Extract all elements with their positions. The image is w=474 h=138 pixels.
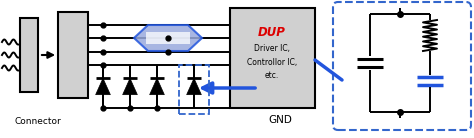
- FancyBboxPatch shape: [20, 18, 38, 92]
- FancyBboxPatch shape: [58, 12, 88, 98]
- Polygon shape: [123, 78, 137, 95]
- FancyBboxPatch shape: [146, 32, 190, 44]
- Text: DUP: DUP: [258, 26, 286, 39]
- Text: GND: GND: [268, 115, 292, 125]
- Text: Driver IC,
Controllor IC,
etc.: Driver IC, Controllor IC, etc.: [247, 44, 297, 80]
- Polygon shape: [150, 78, 164, 95]
- Polygon shape: [134, 25, 202, 51]
- Polygon shape: [187, 78, 201, 95]
- Text: Connector: Connector: [15, 117, 61, 127]
- FancyBboxPatch shape: [230, 8, 315, 108]
- FancyBboxPatch shape: [333, 2, 471, 130]
- Polygon shape: [96, 78, 110, 95]
